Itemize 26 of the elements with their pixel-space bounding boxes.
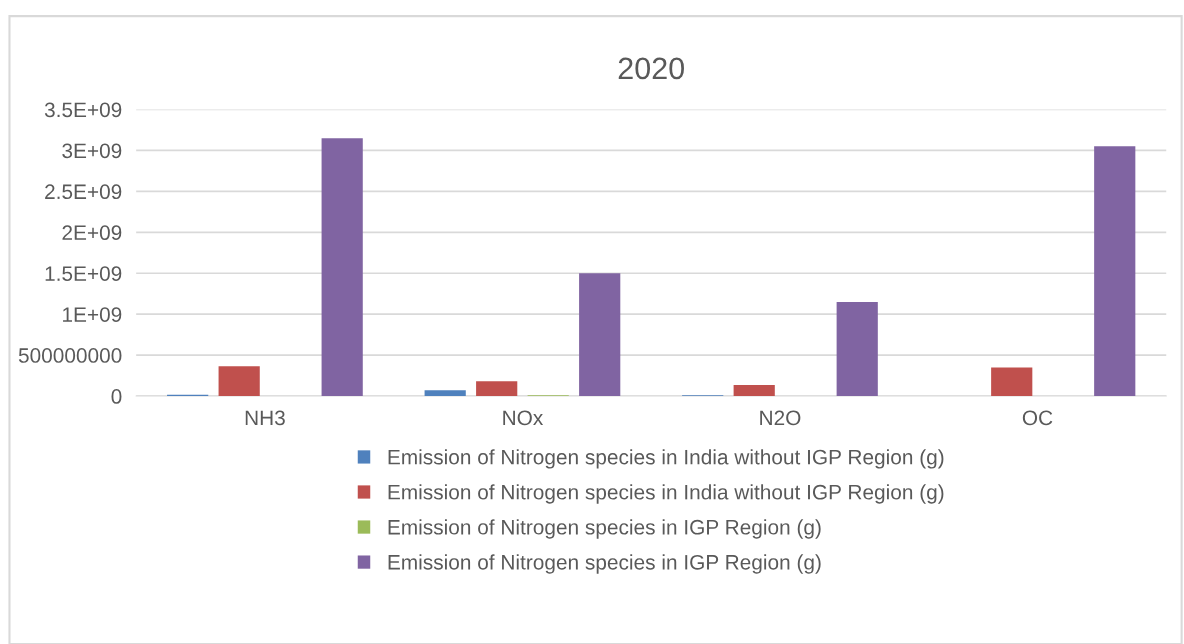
y-tick-label: 3.5E+09 xyxy=(44,102,122,118)
bar xyxy=(476,381,518,397)
chart-title: 2020 xyxy=(618,57,684,80)
legend-label: Emission of Nitrogen species in India without IGP Region (g) xyxy=(388,484,944,504)
x-tick-label: OC xyxy=(1022,410,1053,426)
bar xyxy=(733,385,775,397)
y-tick-label: 1.5E+09 xyxy=(45,266,122,281)
bar xyxy=(579,273,621,397)
bar xyxy=(836,301,878,397)
y-tick-label: 500000000 xyxy=(18,348,122,363)
bar xyxy=(321,138,363,397)
bar xyxy=(218,366,260,397)
x-tick-label: NH3 xyxy=(245,410,285,426)
legend-label: Emission of Nitrogen species in IGP Region (g) xyxy=(388,554,821,574)
y-tick-label: 3E+09 xyxy=(62,143,122,159)
legend-label: Emission of Nitrogen species in IGP Region (g) xyxy=(388,519,821,539)
bar xyxy=(991,367,1033,397)
x-tick-label: N2O xyxy=(760,410,801,426)
y-tick-label: 2E+09 xyxy=(62,225,122,241)
y-tick-label: 0 xyxy=(111,389,122,404)
y-tick-label: 2.5E+09 xyxy=(45,184,122,200)
bar xyxy=(424,390,466,397)
x-tick-label: NOx xyxy=(503,410,544,426)
y-tick-label: 1E+09 xyxy=(63,307,122,322)
bar xyxy=(1094,146,1136,397)
legend-label: Emission of Nitrogen species in India without IGP Region (g) xyxy=(388,449,944,469)
